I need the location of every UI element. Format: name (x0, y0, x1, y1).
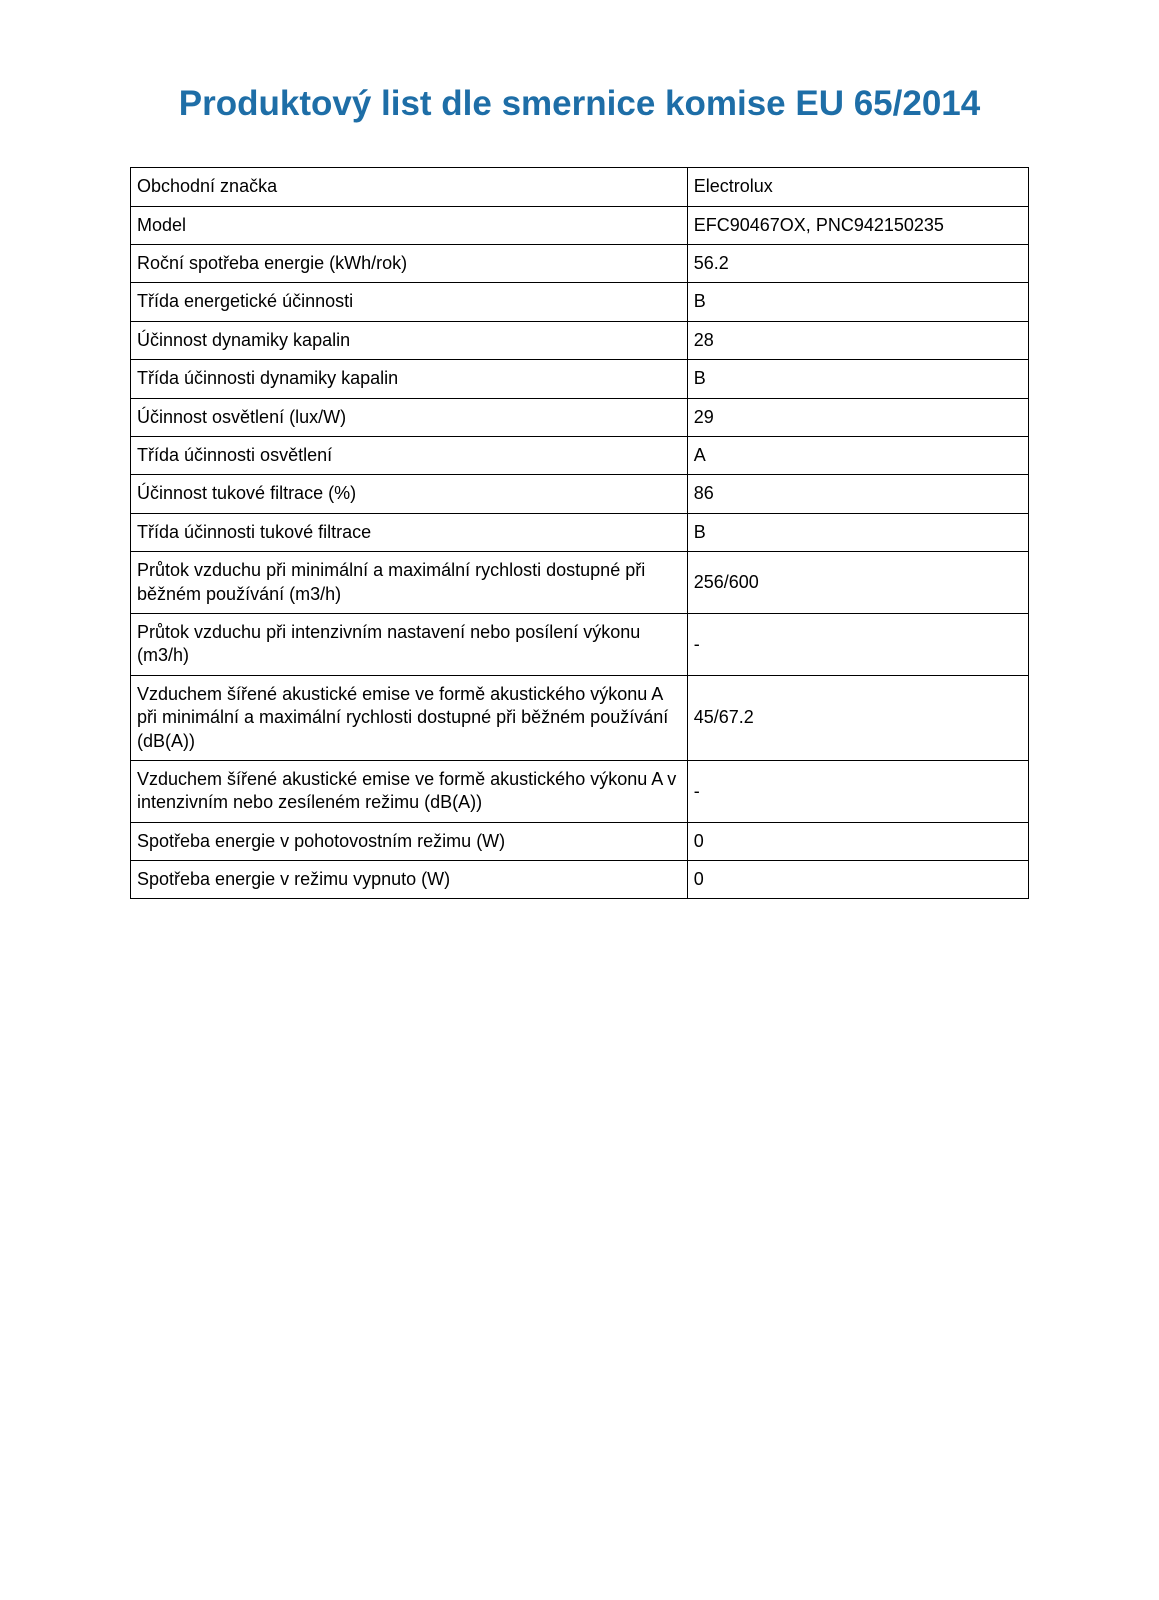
table-row: Třída účinnosti osvětleníA (131, 436, 1029, 474)
row-value: 256/600 (687, 552, 1028, 614)
row-value: EFC90467OX, PNC942150235 (687, 206, 1028, 244)
row-label: Roční spotřeba energie (kWh/rok) (131, 245, 688, 283)
table-row: Vzduchem šířené akustické emise ve formě… (131, 760, 1029, 822)
row-label: Třída účinnosti osvětlení (131, 436, 688, 474)
row-value: B (687, 513, 1028, 551)
row-value: 86 (687, 475, 1028, 513)
product-table-body: Obchodní značkaElectrolux ModelEFC90467O… (131, 168, 1029, 899)
table-row: ModelEFC90467OX, PNC942150235 (131, 206, 1029, 244)
page: Produktový list dle smernice komise EU 6… (0, 0, 1159, 1600)
row-label: Třída účinnosti tukové filtrace (131, 513, 688, 551)
row-value: 0 (687, 861, 1028, 899)
table-row: Vzduchem šířené akustické emise ve formě… (131, 675, 1029, 760)
page-title: Produktový list dle smernice komise EU 6… (130, 80, 1029, 127)
row-label: Průtok vzduchu při minimální a maximální… (131, 552, 688, 614)
table-row: Účinnost tukové filtrace (%)86 (131, 475, 1029, 513)
row-value: 56.2 (687, 245, 1028, 283)
row-label: Účinnost osvětlení (lux/W) (131, 398, 688, 436)
table-row: Spotřeba energie v režimu vypnuto (W)0 (131, 861, 1029, 899)
row-value: 45/67.2 (687, 675, 1028, 760)
row-value: 29 (687, 398, 1028, 436)
row-label: Třída energetické účinnosti (131, 283, 688, 321)
row-label: Vzduchem šířené akustické emise ve formě… (131, 760, 688, 822)
row-label: Model (131, 206, 688, 244)
table-row: Roční spotřeba energie (kWh/rok)56.2 (131, 245, 1029, 283)
row-value: 28 (687, 321, 1028, 359)
row-value: A (687, 436, 1028, 474)
table-row: Spotřeba energie v pohotovostním režimu … (131, 822, 1029, 860)
table-row: Třída účinnosti dynamiky kapalinB (131, 360, 1029, 398)
row-value: - (687, 613, 1028, 675)
table-row: Třída účinnosti tukové filtraceB (131, 513, 1029, 551)
table-row: Průtok vzduchu při minimální a maximální… (131, 552, 1029, 614)
row-value: B (687, 283, 1028, 321)
row-label: Účinnost tukové filtrace (%) (131, 475, 688, 513)
table-row: Třída energetické účinnostiB (131, 283, 1029, 321)
row-label: Průtok vzduchu při intenzivním nastavení… (131, 613, 688, 675)
table-row: Obchodní značkaElectrolux (131, 168, 1029, 206)
row-label: Spotřeba energie v pohotovostním režimu … (131, 822, 688, 860)
row-label: Vzduchem šířené akustické emise ve formě… (131, 675, 688, 760)
row-value: - (687, 760, 1028, 822)
table-row: Účinnost dynamiky kapalin28 (131, 321, 1029, 359)
table-row: Průtok vzduchu při intenzivním nastavení… (131, 613, 1029, 675)
row-value: Electrolux (687, 168, 1028, 206)
table-row: Účinnost osvětlení (lux/W)29 (131, 398, 1029, 436)
row-value: 0 (687, 822, 1028, 860)
row-label: Třída účinnosti dynamiky kapalin (131, 360, 688, 398)
row-label: Účinnost dynamiky kapalin (131, 321, 688, 359)
row-label: Spotřeba energie v režimu vypnuto (W) (131, 861, 688, 899)
row-value: B (687, 360, 1028, 398)
product-table: Obchodní značkaElectrolux ModelEFC90467O… (130, 167, 1029, 899)
row-label: Obchodní značka (131, 168, 688, 206)
